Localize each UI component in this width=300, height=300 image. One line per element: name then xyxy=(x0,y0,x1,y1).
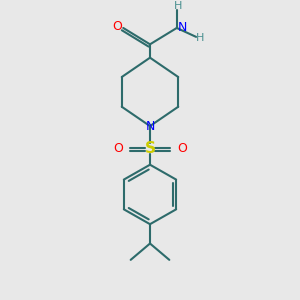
Text: O: O xyxy=(112,20,122,33)
Text: N: N xyxy=(145,120,155,133)
Text: S: S xyxy=(145,141,155,156)
Text: O: O xyxy=(177,142,187,155)
Text: O: O xyxy=(113,142,123,155)
Text: H: H xyxy=(174,1,182,11)
Text: N: N xyxy=(177,22,187,34)
Text: H: H xyxy=(196,33,205,43)
